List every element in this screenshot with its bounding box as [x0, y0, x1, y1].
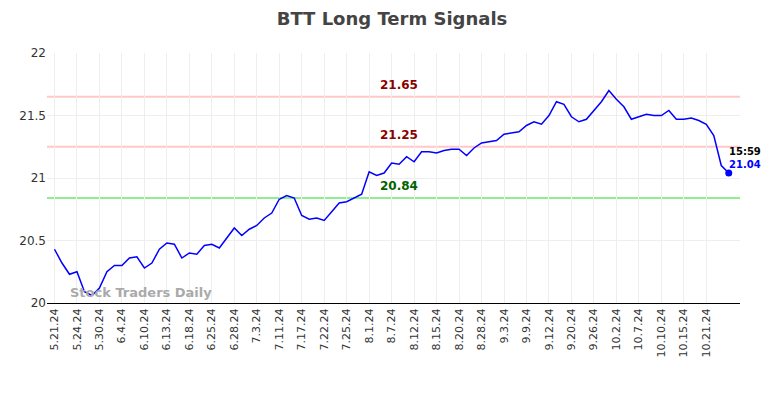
svg-text:8.28.24: 8.28.24 [475, 308, 488, 350]
svg-text:21.04: 21.04 [729, 159, 761, 170]
svg-text:8.20.24: 8.20.24 [453, 308, 466, 350]
svg-text:21: 21 [31, 171, 46, 185]
svg-text:22: 22 [31, 46, 46, 60]
svg-text:20.5: 20.5 [19, 234, 46, 248]
svg-text:9.20.24: 9.20.24 [565, 308, 578, 350]
svg-text:7.25.24: 7.25.24 [340, 308, 353, 350]
svg-text:8.1.24: 8.1.24 [363, 308, 376, 343]
svg-text:6.10.24: 6.10.24 [138, 308, 151, 350]
svg-text:10.2.24: 10.2.24 [610, 308, 623, 350]
svg-text:8.15.24: 8.15.24 [430, 308, 443, 350]
svg-text:Stock Traders Daily: Stock Traders Daily [70, 285, 212, 300]
svg-text:6.13.24: 6.13.24 [160, 308, 173, 350]
svg-text:21.25: 21.25 [380, 128, 418, 142]
svg-text:7.11.24: 7.11.24 [273, 308, 286, 350]
svg-text:21.65: 21.65 [380, 78, 418, 92]
svg-text:20: 20 [31, 296, 46, 310]
svg-text:20.84: 20.84 [380, 179, 418, 193]
svg-text:7.3.24: 7.3.24 [250, 308, 263, 343]
svg-text:9.12.24: 9.12.24 [543, 308, 556, 350]
svg-text:7.17.24: 7.17.24 [295, 308, 308, 350]
svg-text:10.21.24: 10.21.24 [700, 308, 713, 357]
svg-text:5.24.24: 5.24.24 [71, 308, 84, 350]
svg-text:9.3.24: 9.3.24 [498, 308, 511, 343]
svg-text:10.15.24: 10.15.24 [677, 308, 690, 357]
svg-text:6.25.24: 6.25.24 [205, 308, 218, 350]
svg-text:6.18.24: 6.18.24 [183, 308, 196, 350]
svg-text:6.4.24: 6.4.24 [115, 308, 128, 343]
svg-text:5.21.24: 5.21.24 [48, 308, 61, 350]
svg-text:6.28.24: 6.28.24 [228, 308, 241, 350]
svg-text:10.7.24: 10.7.24 [632, 308, 645, 350]
svg-text:BTT Long Term Signals: BTT Long Term Signals [277, 8, 508, 29]
svg-text:8.12.24: 8.12.24 [408, 308, 421, 350]
svg-text:8.7.24: 8.7.24 [385, 308, 398, 343]
svg-text:15:59: 15:59 [729, 146, 761, 157]
svg-text:5.30.24: 5.30.24 [93, 308, 106, 350]
svg-text:10.10.24: 10.10.24 [655, 308, 668, 357]
svg-text:7.22.24: 7.22.24 [318, 308, 331, 350]
svg-text:9.26.24: 9.26.24 [587, 308, 600, 350]
svg-text:9.9.24: 9.9.24 [520, 308, 533, 343]
svg-text:21.5: 21.5 [19, 109, 46, 123]
